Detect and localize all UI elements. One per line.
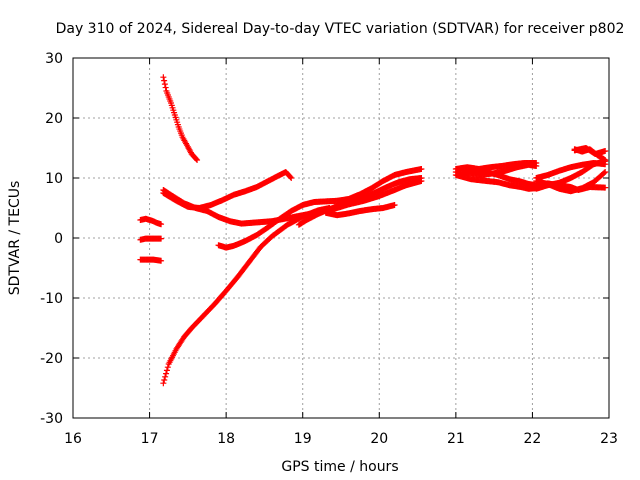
plus-marker: [164, 364, 171, 371]
x-tick-label: 16: [64, 431, 82, 447]
x-tick-label: 18: [217, 431, 235, 447]
series-4: [160, 74, 201, 163]
y-tick-label: 20: [45, 111, 63, 127]
plus-marker: [161, 81, 168, 88]
y-tick-label: -10: [40, 291, 63, 307]
series-7: [160, 169, 295, 211]
plus-marker: [158, 257, 165, 264]
y-tick-label: 30: [45, 51, 63, 67]
series-14: [460, 167, 540, 189]
plus-marker: [418, 175, 425, 181]
series-18: [533, 169, 609, 195]
plus-marker: [418, 166, 425, 172]
chart-title: Day 310 of 2024, Sidereal Day-to-day VTE…: [56, 21, 625, 37]
series-5: [160, 205, 333, 387]
x-tick-label: 23: [600, 431, 618, 447]
plus-marker: [194, 157, 201, 163]
plus-marker: [533, 163, 540, 169]
plus-marker: [193, 156, 200, 162]
series-20: [571, 146, 609, 163]
plus-marker: [602, 148, 609, 154]
plus-marker: [163, 370, 170, 377]
plus-marker: [158, 235, 165, 242]
plus-marker: [601, 169, 608, 176]
data-marks: [137, 74, 609, 387]
series-3: [137, 256, 165, 264]
x-tick-label: 19: [294, 431, 312, 447]
x-tick-label: 22: [524, 431, 542, 447]
plus-marker: [391, 202, 398, 208]
series-9: [295, 175, 425, 228]
plus-marker: [160, 74, 167, 81]
series-13: [452, 172, 540, 192]
plus-marker: [602, 157, 609, 163]
tick-labels: 16 17 18 19 20 21 22 23 -30 -20 -10 0 10 20 30: [40, 51, 618, 447]
x-tick-label: 21: [447, 431, 465, 447]
plus-marker: [162, 373, 169, 380]
grid: [73, 58, 609, 418]
plus-marker: [288, 175, 295, 181]
plus-marker: [287, 174, 294, 180]
axis-ticks: [72, 57, 610, 419]
x-tick-label: 17: [141, 431, 159, 447]
plus-marker: [161, 377, 168, 383]
plus-marker: [158, 221, 165, 228]
series-10: [322, 202, 398, 219]
y-tick-label: -30: [40, 411, 63, 427]
y-tick-label: 10: [45, 171, 63, 187]
plus-marker: [162, 84, 169, 91]
series-2: [137, 235, 165, 243]
y-tick-label: 0: [54, 231, 63, 247]
plus-marker: [602, 184, 609, 191]
plus-marker: [161, 77, 168, 84]
plus-marker: [160, 380, 167, 387]
y-axis-label: SDTVAR / TECUs: [7, 181, 23, 296]
x-tick-label: 20: [370, 431, 388, 447]
x-axis-label: GPS time / hours: [281, 459, 398, 475]
plus-marker: [602, 169, 609, 175]
plus-marker: [163, 367, 170, 374]
series-1: [137, 215, 165, 228]
y-tick-label: -20: [40, 351, 63, 367]
